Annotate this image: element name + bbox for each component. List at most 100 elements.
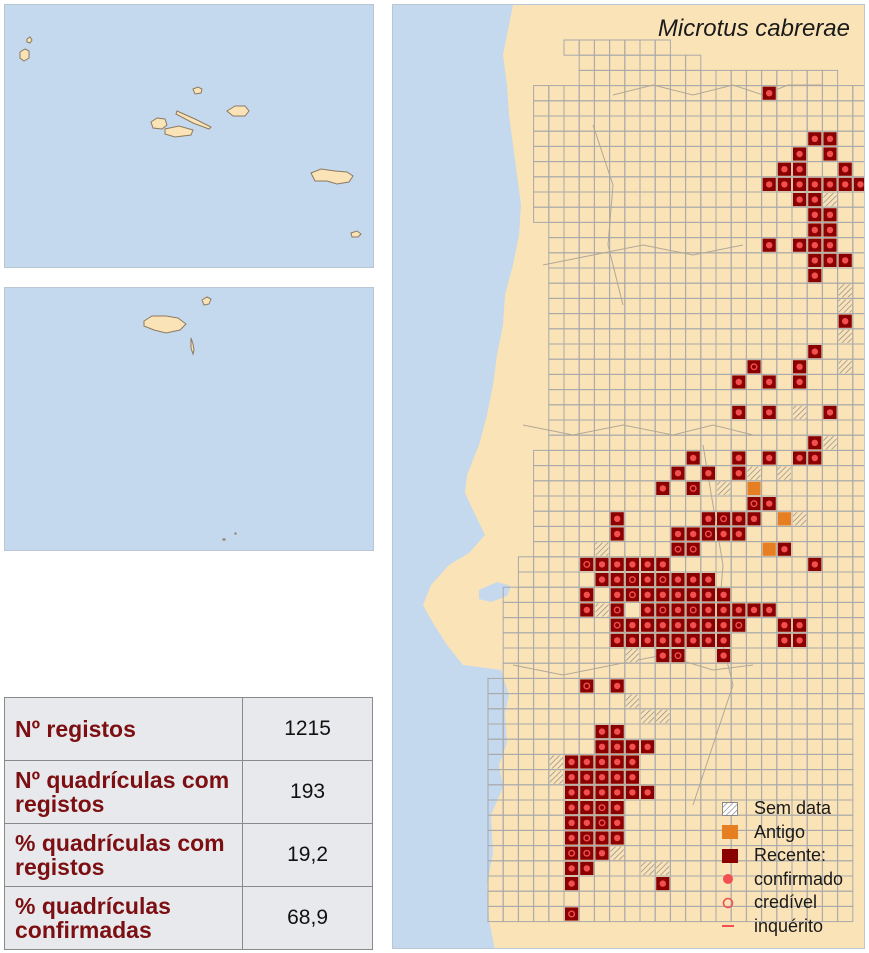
no-date-cell [656, 709, 670, 723]
confirmed-record-cell [610, 588, 624, 602]
confirmed-record-cell [671, 527, 685, 541]
confirmed-record-cell [762, 497, 776, 511]
credible-record-cell [747, 360, 761, 374]
confirmed-record-cell [610, 831, 624, 845]
no-date-cell [838, 299, 852, 313]
legend-label: inquérito [754, 915, 824, 936]
confirmed-record-cell [823, 147, 837, 161]
confirmed-record-cell [777, 618, 791, 632]
confirmed-record-cell [656, 481, 670, 495]
species-title: Microtus cabrerae [657, 15, 850, 42]
confirmed-record-cell [793, 360, 807, 374]
island-pico [164, 125, 194, 138]
island-graciosa [192, 86, 203, 95]
confirmed-record-cell [580, 755, 594, 769]
open-circle-icon [722, 894, 742, 912]
credible-record-cell [656, 573, 670, 587]
darkred-square-icon [722, 847, 742, 865]
stats-value: 1215 [242, 697, 373, 761]
confirmed-record-cell [686, 527, 700, 541]
credible-record-cell [625, 588, 639, 602]
district-borders [512, 84, 823, 806]
confirmed-record-cell [625, 755, 639, 769]
grid-cell [487, 708, 504, 725]
credible-record-cell [671, 542, 685, 556]
confirmed-record-cell [671, 588, 685, 602]
old-record-cell [747, 481, 761, 495]
grid-cell [487, 693, 504, 710]
confirmed-record-cell [762, 86, 776, 100]
confirmed-record-cell [565, 861, 579, 875]
confirmed-record-cell [793, 633, 807, 647]
confirmed-record-cell [641, 618, 655, 632]
confirmed-record-cell [808, 269, 822, 283]
confirmed-record-cell [701, 512, 715, 526]
credible-record-cell [565, 907, 579, 921]
statistics-table: Nº registos 1215 Nº quadrículas com regi… [3, 697, 373, 950]
confirmed-record-cell [580, 801, 594, 815]
island-sao-jorge [175, 110, 212, 130]
island-sao-miguel [310, 168, 354, 185]
confirmed-record-cell [701, 573, 715, 587]
legend-sem-data: Sem data [722, 797, 867, 821]
confirmed-record-cell [565, 816, 579, 830]
no-date-cell [823, 193, 837, 207]
confirmed-record-cell [823, 177, 837, 191]
no-date-cell [656, 861, 670, 875]
confirmed-record-cell [686, 451, 700, 465]
madeira-inset-map [4, 287, 374, 551]
confirmed-record-cell [656, 557, 670, 571]
mainland-distribution-map: Microtus cabrerae [392, 4, 865, 949]
grid-cell [837, 905, 854, 923]
stats-label: Nº quadrículas com registos [3, 760, 244, 824]
credible-record-cell [686, 542, 700, 556]
credible-record-cell [717, 512, 731, 526]
confirmed-record-cell [808, 193, 822, 207]
record-cells [549, 86, 864, 921]
confirmed-record-cell [641, 573, 655, 587]
stats-row: Nº quadrículas com registos 193 [3, 760, 373, 824]
confirmed-record-cell [777, 162, 791, 176]
confirmed-record-cell [656, 649, 670, 663]
confirmed-record-cell [641, 740, 655, 754]
confirmed-record-cell [717, 649, 731, 663]
confirmed-record-cell [808, 238, 822, 252]
hatched-square-icon [722, 800, 742, 818]
confirmed-record-cell [717, 618, 731, 632]
confirmed-record-cell [656, 633, 670, 647]
confirmed-record-cell [838, 162, 852, 176]
confirmed-record-cell [808, 436, 822, 450]
confirmed-record-cell [625, 633, 639, 647]
island-desertas [190, 337, 195, 356]
no-date-cell [747, 466, 761, 480]
confirmed-record-cell [595, 785, 609, 799]
confirmed-record-cell [656, 877, 670, 891]
confirmed-record-cell [595, 725, 609, 739]
confirmed-record-cell [595, 770, 609, 784]
island-faial [150, 117, 168, 130]
survey-grid [487, 39, 864, 923]
no-date-cell [793, 512, 807, 526]
no-date-cell [625, 694, 639, 708]
stats-label: % quadrículas com registos [3, 823, 244, 887]
stats-row: % quadrículas com registos 19,2 [3, 823, 373, 887]
confirmed-record-cell [595, 573, 609, 587]
legend-label: credível [754, 892, 818, 913]
confirmed-record-cell [762, 177, 776, 191]
confirmed-record-cell [808, 253, 822, 267]
confirmed-record-cell [777, 633, 791, 647]
confirmed-record-cell [641, 785, 655, 799]
confirmed-record-cell [747, 512, 761, 526]
confirmed-record-cell [793, 162, 807, 176]
confirmed-record-cell [823, 223, 837, 237]
credible-record-cell [732, 618, 746, 632]
confirmed-record-cell [732, 512, 746, 526]
confirmed-record-cell [610, 770, 624, 784]
no-date-cell [625, 649, 639, 663]
confirmed-record-cell [580, 603, 594, 617]
credible-record-cell [565, 846, 579, 860]
confirmed-record-cell [701, 588, 715, 602]
stats-row: % quadrículas confirmadas 68,9 [3, 886, 373, 950]
confirmed-record-cell [777, 542, 791, 556]
legend-confirmado: confirmado [722, 868, 867, 892]
